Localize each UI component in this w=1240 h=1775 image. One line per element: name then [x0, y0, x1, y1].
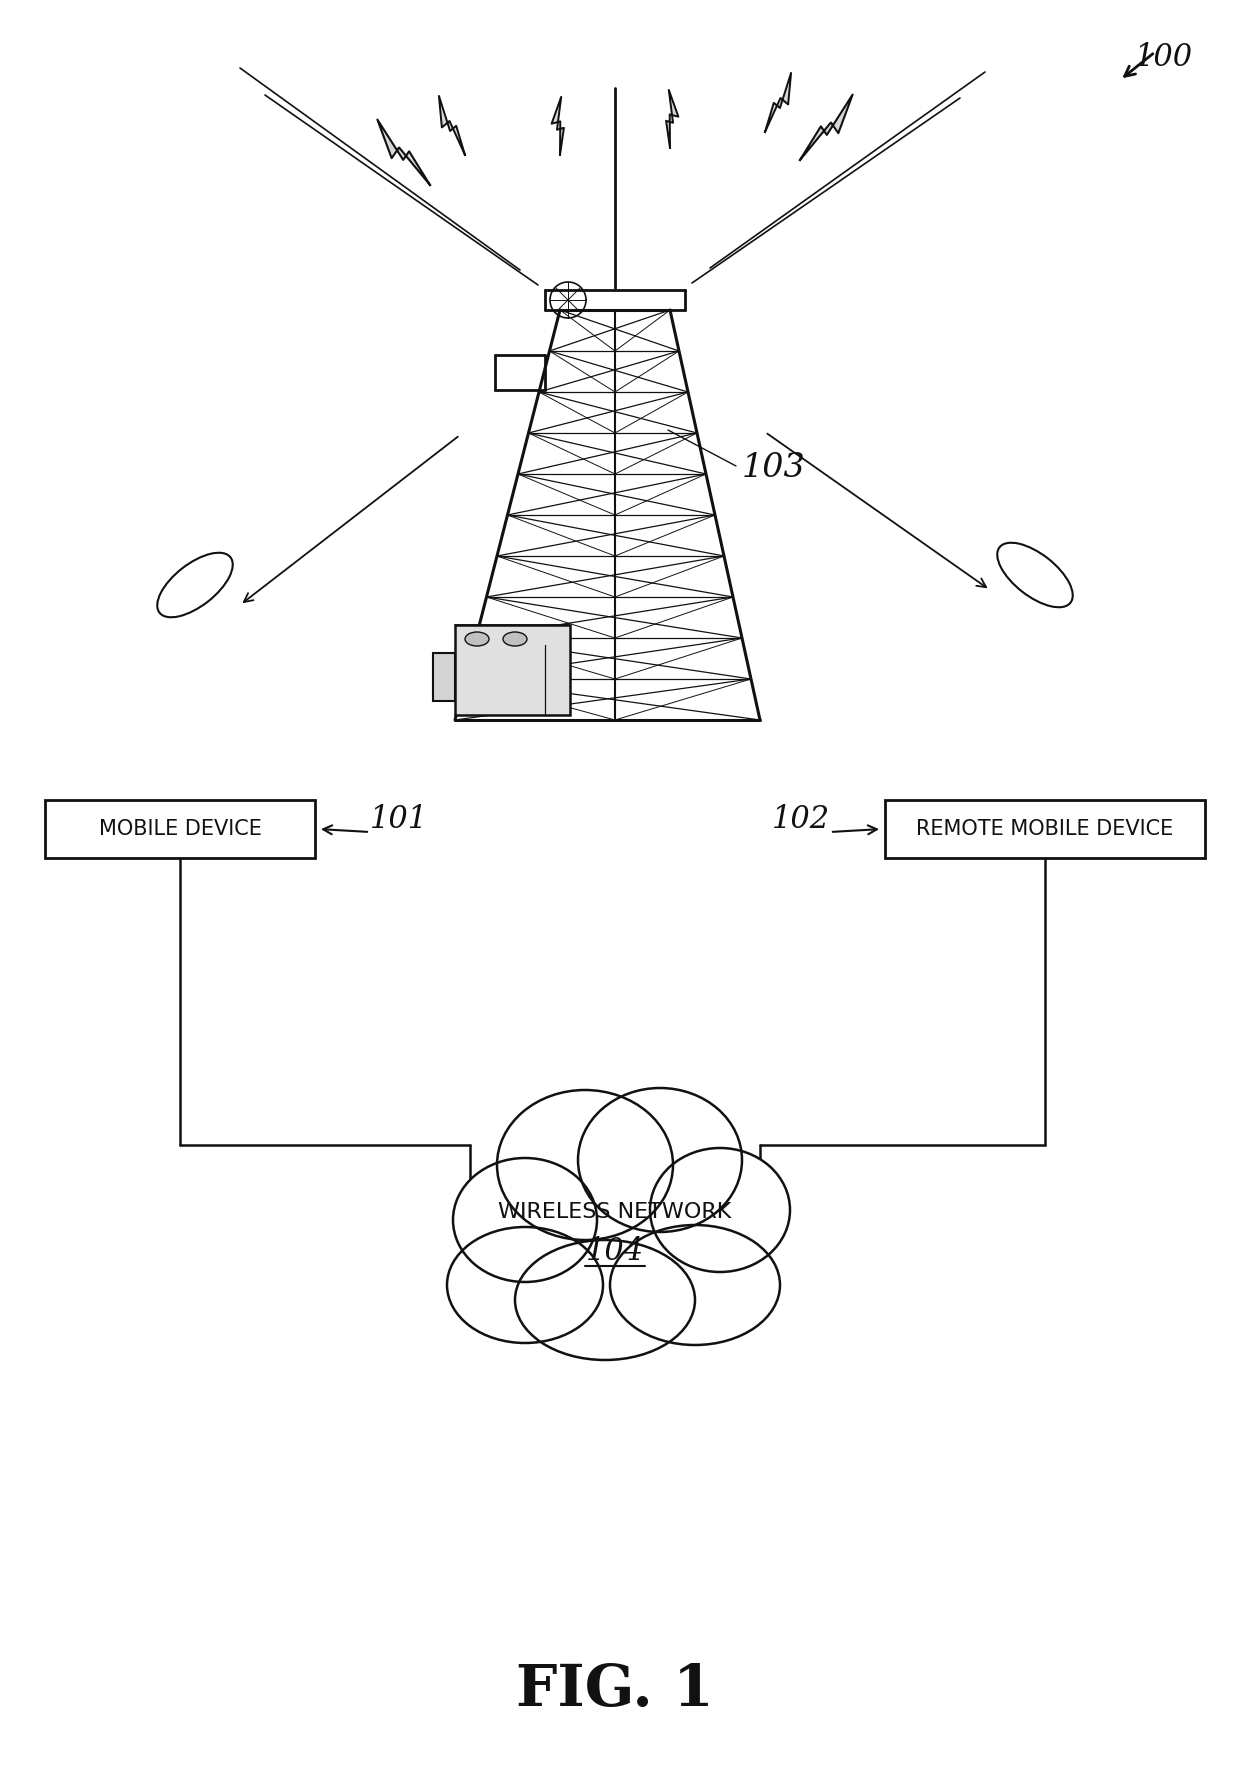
Text: 101: 101 — [370, 804, 428, 834]
Polygon shape — [439, 96, 465, 154]
FancyBboxPatch shape — [45, 801, 315, 857]
Text: REMOTE MOBILE DEVICE: REMOTE MOBILE DEVICE — [916, 818, 1173, 840]
Ellipse shape — [515, 1241, 694, 1360]
Ellipse shape — [610, 1225, 780, 1345]
Ellipse shape — [446, 1227, 603, 1344]
Ellipse shape — [453, 1157, 596, 1282]
Polygon shape — [377, 119, 430, 185]
Ellipse shape — [503, 632, 527, 646]
Ellipse shape — [497, 1090, 673, 1241]
FancyBboxPatch shape — [455, 625, 570, 715]
Text: 103: 103 — [742, 453, 806, 485]
Polygon shape — [800, 94, 853, 160]
Text: WIRELESS NETWORK: WIRELESS NETWORK — [498, 1202, 732, 1221]
Ellipse shape — [578, 1088, 742, 1232]
Text: 104: 104 — [587, 1237, 644, 1267]
Polygon shape — [765, 73, 791, 131]
Polygon shape — [552, 98, 564, 154]
Text: 100: 100 — [1135, 43, 1193, 73]
Ellipse shape — [465, 632, 489, 646]
FancyBboxPatch shape — [433, 653, 455, 701]
FancyBboxPatch shape — [885, 801, 1205, 857]
Ellipse shape — [650, 1148, 790, 1273]
Text: FIG. 1: FIG. 1 — [516, 1661, 714, 1718]
Text: MOBILE DEVICE: MOBILE DEVICE — [98, 818, 262, 840]
Polygon shape — [666, 91, 678, 147]
Text: 102: 102 — [771, 804, 830, 834]
